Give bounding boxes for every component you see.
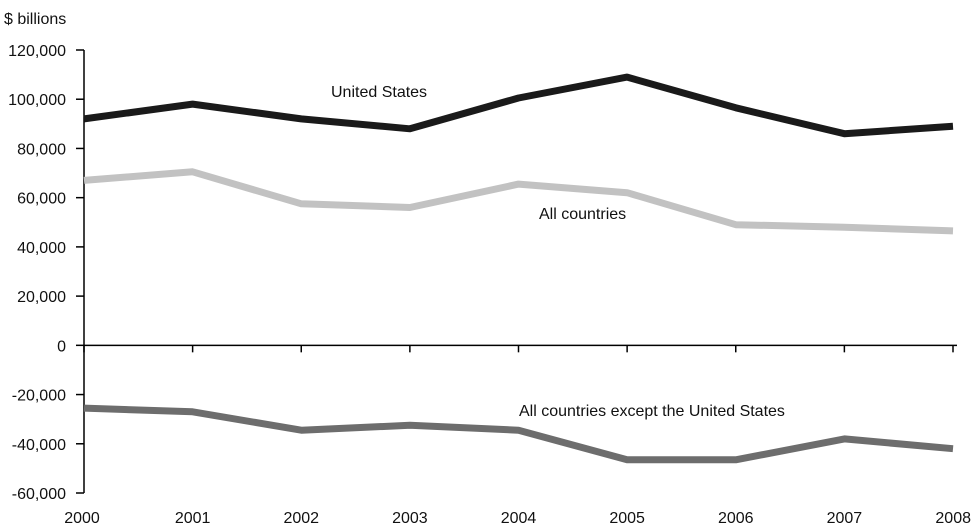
- series-label-all-countries-except-us: All countries except the United States: [519, 403, 785, 420]
- y-tick-label: -20,000: [12, 388, 66, 405]
- y-tick-label: 80,000: [17, 141, 66, 158]
- x-tick-label: 2001: [175, 510, 211, 526]
- x-tick-label: 2006: [718, 510, 754, 526]
- x-tick-label: 2002: [283, 510, 319, 526]
- x-tick-label: 2008: [935, 510, 971, 526]
- series-lines: [83, 73, 954, 464]
- series-labels: United States All countries All countrie…: [331, 84, 785, 420]
- axes: 120,000 100,000 80,000 60,000 40,000 20,000 0 -…: [8, 43, 971, 526]
- y-tick-label: 0: [57, 338, 66, 355]
- x-tick-label: 2004: [501, 510, 537, 526]
- y-tick-label: 20,000: [17, 289, 66, 306]
- y-tick-label: 40,000: [17, 240, 66, 257]
- series-line-all-countries: [83, 168, 954, 235]
- y-tick-label: -60,000: [12, 486, 66, 503]
- x-tick-label: 2003: [392, 510, 428, 526]
- series-label-all-countries: All countries: [539, 206, 626, 223]
- x-tick-label: 2007: [827, 510, 863, 526]
- y-axis-unit-label: $ billions: [4, 11, 66, 28]
- y-tick-label: 120,000: [8, 43, 66, 60]
- series-line-united-states: [83, 73, 954, 138]
- y-tick-label: 100,000: [8, 92, 66, 109]
- series-label-united-states: United States: [331, 84, 427, 101]
- x-tick-label: 2005: [609, 510, 645, 526]
- y-tick-label: 60,000: [17, 191, 66, 208]
- y-tick-label: -40,000: [12, 437, 66, 454]
- x-tick-label: 2000: [64, 510, 100, 526]
